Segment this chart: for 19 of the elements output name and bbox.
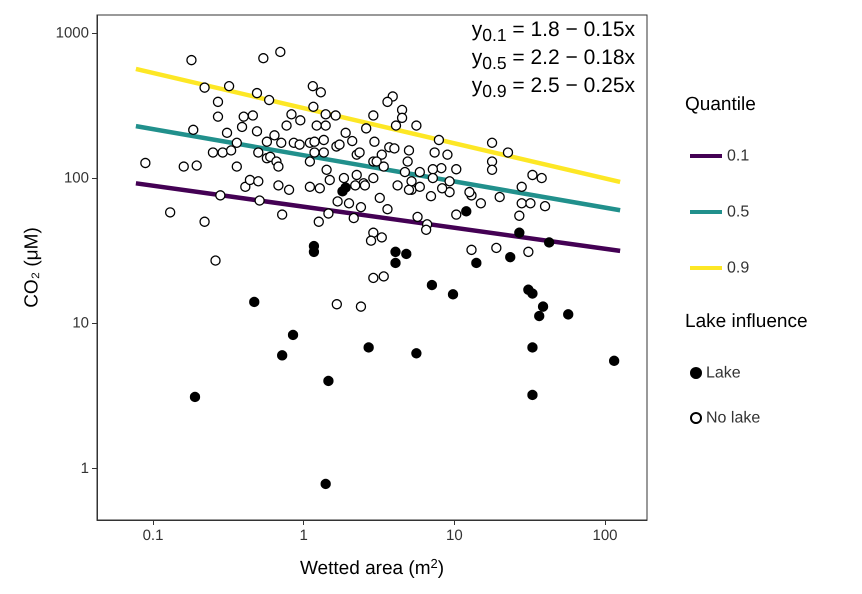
legend-label: Lake: [706, 364, 741, 382]
annotation: y$_{0.9}$ = 2.5 − 0.25x: [472, 74, 635, 104]
x-tick-label: 1: [299, 527, 308, 544]
text: Lake influence: [685, 311, 808, 332]
text: Quantile: [685, 94, 756, 115]
x-tick-label: 0.1: [142, 527, 164, 544]
annotation: y$_{0.1}$ = 1.8 − 0.15x: [472, 18, 635, 48]
y-tick-label: 1000: [56, 24, 89, 42]
y-tick-label: 10: [72, 314, 89, 332]
x-tick-label: 10: [446, 527, 463, 544]
annotation: y$_{0.5}$ = 2.2 − 0.18x: [472, 46, 635, 76]
legend-label: 0.9: [727, 260, 750, 276]
x-tick-label: 100: [592, 527, 618, 544]
legend-label: 0.1: [727, 148, 750, 164]
y-tick-label: 100: [64, 170, 89, 187]
y-axis-title: CO₂ (μM): [22, 227, 42, 308]
legend-label: No lake: [706, 410, 760, 426]
legend-label: 0.5: [727, 204, 750, 220]
y-tick-label: 1: [80, 460, 89, 477]
